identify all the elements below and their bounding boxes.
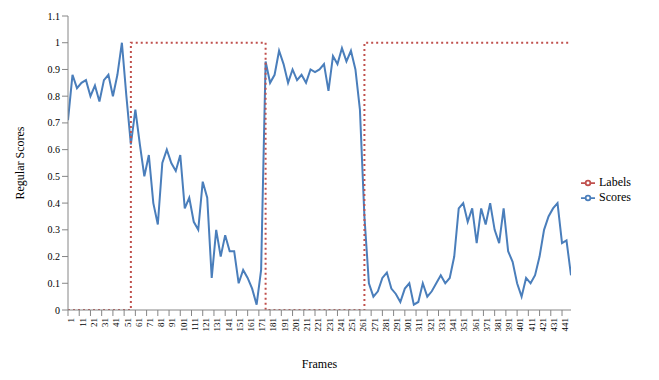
svg-text:321: 321 [426,318,436,332]
svg-text:Regular Scores: Regular Scores [13,126,27,199]
svg-text:0.1: 0.1 [48,278,61,289]
svg-text:271: 271 [370,318,380,332]
svg-text:181: 181 [268,318,278,332]
svg-text:311: 311 [414,318,424,331]
svg-text:441: 441 [560,318,570,332]
svg-text:421: 421 [538,318,548,332]
svg-text:201: 201 [291,318,301,332]
svg-text:141: 141 [224,318,234,332]
svg-text:71: 71 [145,318,155,327]
svg-text:21: 21 [89,318,99,327]
svg-text:0: 0 [55,305,60,316]
svg-text:381: 381 [493,318,503,332]
html-text:Scores: Scores [599,190,631,204]
svg-text:1.1: 1.1 [48,11,61,22]
svg-text:221: 221 [313,318,323,332]
svg-text:431: 431 [549,318,559,332]
svg-text:331: 331 [437,318,447,332]
svg-text:0.8: 0.8 [48,91,61,102]
html-text:Labels: Labels [599,174,631,189]
svg-text:0.6: 0.6 [48,144,61,155]
svg-text:411: 411 [527,318,537,331]
svg-text:401: 401 [515,318,525,332]
svg-text:0.9: 0.9 [48,64,61,75]
svg-text:11: 11 [78,318,88,327]
svg-text:0.4: 0.4 [48,198,61,209]
svg-text:211: 211 [302,318,312,331]
svg-text:301: 301 [403,318,413,332]
svg-text:281: 281 [381,318,391,332]
svg-text:161: 161 [246,318,256,332]
svg-text:261: 261 [358,318,368,332]
svg-text:371: 371 [482,318,492,332]
svg-text:251: 251 [347,318,357,332]
svg-text:0.3: 0.3 [48,224,61,235]
svg-text:191: 191 [280,318,290,332]
svg-text:241: 241 [336,318,346,332]
svg-text:1: 1 [55,37,60,48]
svg-text:121: 121 [201,318,211,332]
svg-text:91: 91 [167,318,177,327]
svg-text:1: 1 [66,318,76,323]
svg-text:351: 351 [459,318,469,332]
svg-text:231: 231 [325,318,335,332]
svg-text:101: 101 [179,318,189,332]
svg-text:31: 31 [100,318,110,327]
svg-text:361: 361 [471,318,481,332]
svg-text:0.7: 0.7 [48,117,61,128]
svg-text:41: 41 [111,318,121,327]
svg-text:81: 81 [156,318,166,327]
svg-text:341: 341 [448,318,458,332]
svg-text:391: 391 [504,318,514,332]
svg-text:0.2: 0.2 [48,251,61,262]
svg-text:Frames: Frames [302,357,338,371]
svg-text:111: 111 [190,318,200,331]
svg-text:61: 61 [134,318,144,327]
svg-text:51: 51 [123,318,133,327]
svg-text:171: 171 [257,318,267,332]
svg-text:131: 131 [212,318,222,332]
svg-text:151: 151 [235,318,245,332]
svg-text:0.5: 0.5 [48,171,61,182]
svg-text:291: 291 [392,318,402,332]
